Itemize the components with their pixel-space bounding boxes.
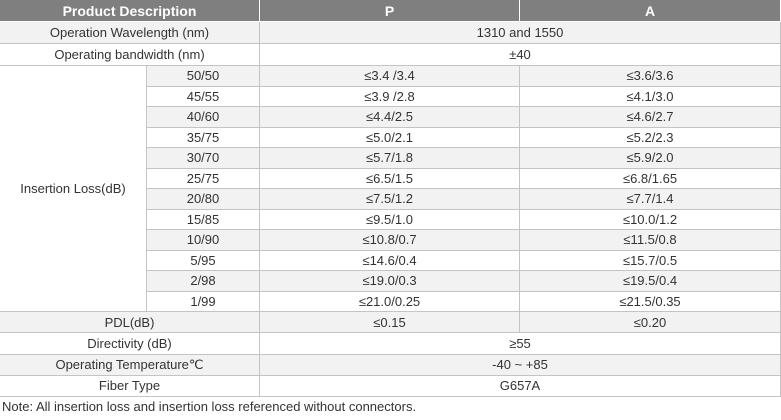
group-label: Insertion Loss(dB) <box>0 66 147 312</box>
a-value: ≤7.7/1.4 <box>520 189 781 210</box>
p-value: ≤19.0/0.3 <box>260 271 520 292</box>
row-label: Operation Wavelength (nm) <box>0 22 260 44</box>
row-value: ±40 <box>260 44 781 66</box>
ratio: 50/50 <box>147 66 260 87</box>
ratio: 2/98 <box>147 271 260 292</box>
row-label: PDL(dB) <box>0 312 260 334</box>
a-value: ≤6.8/1.65 <box>520 168 781 189</box>
header-cell: A <box>520 0 781 22</box>
ratio: 5/95 <box>147 250 260 271</box>
ratio: 25/75 <box>147 168 260 189</box>
note: Note: All insertion loss and insertion l… <box>2 399 417 414</box>
row-value: G657A <box>260 375 781 397</box>
a-value: ≤10.0/1.2 <box>520 209 781 230</box>
ratio: 30/70 <box>147 148 260 169</box>
row-value: ≥55 <box>260 333 781 355</box>
a-value: ≤11.5/0.8 <box>520 230 781 251</box>
ratio: 40/60 <box>147 107 260 128</box>
row-label: Operating Temperature℃ <box>0 354 260 376</box>
a-value: ≤19.5/0.4 <box>520 271 781 292</box>
ratio: 45/55 <box>147 86 260 107</box>
p-value: ≤5.0/2.1 <box>260 127 520 148</box>
a-value: ≤4.6/2.7 <box>520 107 781 128</box>
p-value: ≤14.6/0.4 <box>260 250 520 271</box>
a-value: ≤5.9/2.0 <box>520 148 781 169</box>
ratio: 20/80 <box>147 189 260 210</box>
row-value: ≤0.15 <box>260 312 520 334</box>
row-value: ≤0.20 <box>520 312 781 334</box>
header-cell: P <box>260 0 520 22</box>
ratio: 1/99 <box>147 291 260 312</box>
a-value: ≤5.2/2.3 <box>520 127 781 148</box>
p-value: ≤4.4/2.5 <box>260 107 520 128</box>
ratio: 10/90 <box>147 230 260 251</box>
row-label: Fiber Type <box>0 375 260 397</box>
p-value: ≤6.5/1.5 <box>260 168 520 189</box>
ratio: 15/85 <box>147 209 260 230</box>
row-value: 1310 and 1550 <box>260 22 781 44</box>
ratio: 35/75 <box>147 127 260 148</box>
row-label: Directivity (dB) <box>0 333 260 355</box>
row-label: Operating bandwidth (nm) <box>0 44 260 66</box>
p-value: ≤9.5/1.0 <box>260 209 520 230</box>
header-cell: Product Description <box>0 0 260 22</box>
p-value: ≤7.5/1.2 <box>260 189 520 210</box>
p-value: ≤21.0/0.25 <box>260 291 520 312</box>
p-value: ≤3.9 /2.8 <box>260 86 520 107</box>
a-value: ≤21.5/0.35 <box>520 291 781 312</box>
p-value: ≤5.7/1.8 <box>260 148 520 169</box>
a-value: ≤3.6/3.6 <box>520 66 781 87</box>
p-value: ≤10.8/0.7 <box>260 230 520 251</box>
a-value: ≤4.1/3.0 <box>520 86 781 107</box>
p-value: ≤3.4 /3.4 <box>260 66 520 87</box>
a-value: ≤15.7/0.5 <box>520 250 781 271</box>
row-value: -40 ~ +85 <box>260 354 781 376</box>
